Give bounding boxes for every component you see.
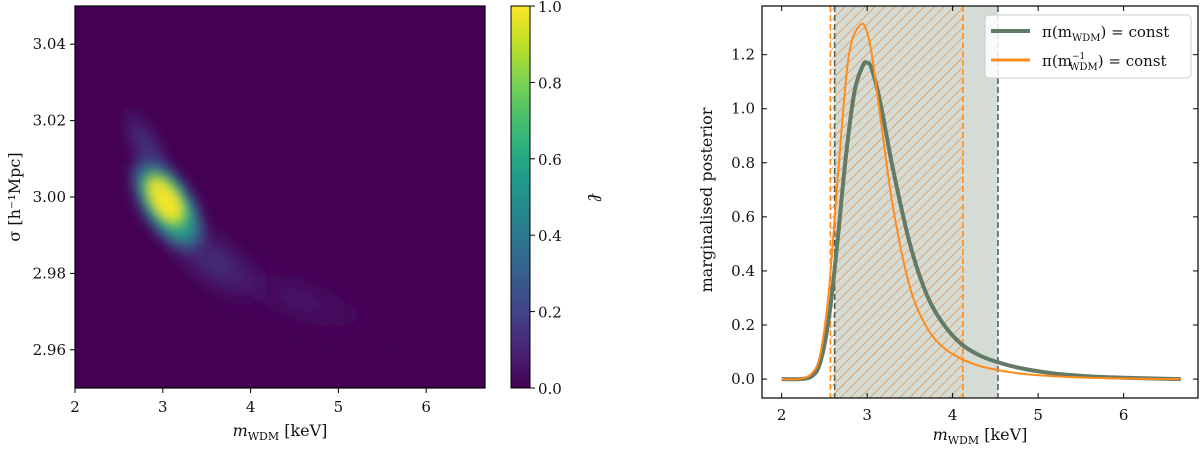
- x-tick-label: 5: [334, 398, 344, 416]
- credible-interval-inverse-prior: [830, 6, 963, 398]
- posterior-curve-uniform-prior: [781, 60, 1181, 382]
- y-tick-label: 1.2: [731, 46, 755, 64]
- y-tick-label: 3.00: [33, 188, 66, 206]
- x-tick-label: 5: [1033, 406, 1043, 424]
- colorbar-tick-label: 0.4: [538, 227, 562, 245]
- y-tick-label: 2.98: [33, 264, 66, 282]
- x-tick-label: 2: [70, 398, 80, 416]
- right-x-axis: 2 3 4 5 6: [777, 6, 1129, 424]
- legend-box: [984, 14, 1192, 79]
- right-y-axis: 0.0 0.2 0.4 0.6 0.8 1.0 1.2: [731, 46, 1198, 388]
- colorbar-tick-label: 0.6: [538, 151, 562, 169]
- colorbar-tick-label: 0.0: [538, 380, 562, 398]
- y-tick-label: 0.0: [731, 370, 755, 388]
- colorbar-ticks: 0.0 0.2 0.4 0.6 0.8 1.0: [530, 0, 562, 398]
- x-tick-label: 6: [421, 398, 431, 416]
- legend-label-inverse-prior: π(m−1 WDM) = const: [1042, 52, 1167, 73]
- likelihood-heatmap-panel: 2 3 4 5 6 2.96 2.98 3.00 3.02 3.04 mWDM [keV] σ …: [5, 0, 607, 443]
- x-tick-label: 4: [948, 406, 958, 424]
- left-x-axis-label: mWDM [keV]: [233, 421, 328, 443]
- legend: π(mWDM) = const π(m−1 WDM) = const: [984, 14, 1192, 79]
- legend-label-uniform-prior: π(mWDM) = const: [1042, 23, 1169, 44]
- right-x-axis-label: mWDM [keV]: [933, 425, 1028, 446]
- x-tick-label: 6: [1119, 406, 1129, 424]
- colorbar-tick-label: 0.8: [538, 74, 562, 92]
- y-tick-label: 1.0: [731, 100, 755, 118]
- posterior-curve-inverse-prior: [781, 22, 1181, 381]
- colorbar-gradient: [510, 5, 531, 389]
- y-tick-label: 0.2: [731, 316, 755, 334]
- colorbar-label: ℓ: [583, 193, 607, 202]
- right-axes-frame: [761, 5, 1199, 399]
- colorbar-tick-label: 1.0: [538, 0, 562, 16]
- right-y-axis-label: marginalised posterior: [697, 107, 716, 292]
- y-tick-label: 0.6: [731, 208, 755, 226]
- y-tick-label: 3.02: [33, 112, 66, 130]
- left-x-axis: 2 3 4 5 6: [70, 388, 431, 416]
- y-tick-label: 2.96: [33, 341, 66, 359]
- x-tick-label: 4: [246, 398, 256, 416]
- y-tick-label: 3.04: [33, 35, 66, 53]
- y-tick-label: 0.8: [731, 154, 755, 172]
- x-tick-label: 2: [777, 406, 787, 424]
- x-tick-label: 3: [158, 398, 168, 416]
- left-y-axis-label: σ [h⁻¹Mpc]: [5, 152, 24, 241]
- left-y-axis: 2.96 2.98 3.00 3.02 3.04: [33, 35, 75, 359]
- colorbar: 0.0 0.2 0.4 0.6 0.8 1.0 ℓ: [510, 0, 607, 398]
- marginal-posterior-panel: 2 3 4 5 6 0.0 0.2 0.4 0.6 0.8 1.0 1.2 mWDM [keV] m…: [697, 5, 1199, 447]
- x-tick-label: 3: [862, 406, 872, 424]
- likelihood-ridge: [114, 96, 405, 344]
- y-tick-label: 0.4: [731, 262, 755, 280]
- colorbar-tick-label: 0.2: [538, 304, 562, 322]
